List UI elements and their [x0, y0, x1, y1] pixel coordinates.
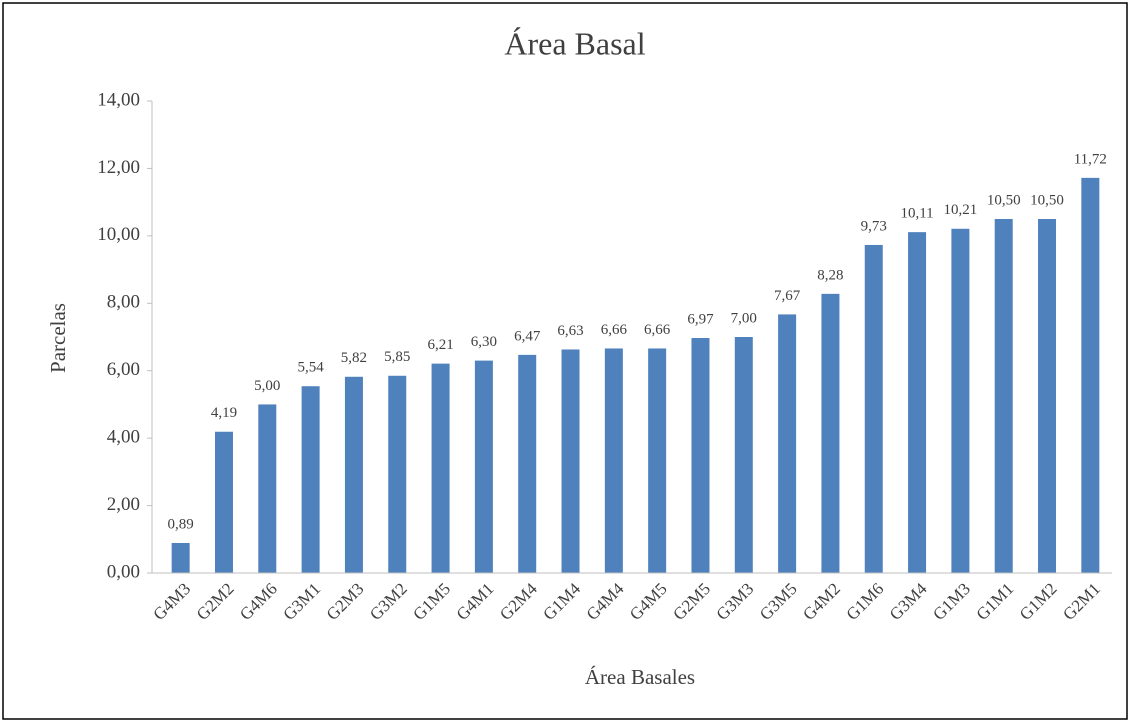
value-label: 9,73	[861, 218, 887, 234]
value-label: 7,67	[774, 288, 801, 304]
bar	[734, 337, 753, 573]
bar	[864, 244, 883, 573]
y-axis-title: Parcelas	[46, 303, 70, 373]
bar	[388, 375, 407, 573]
value-label: 6,21	[427, 337, 453, 353]
bar	[648, 348, 667, 573]
bar	[1081, 177, 1100, 573]
y-tick-label: 12,00	[97, 157, 140, 178]
bar	[518, 354, 537, 573]
value-label: 5,54	[297, 360, 324, 376]
y-tick-label: 0,00	[107, 561, 140, 582]
bar	[1038, 219, 1057, 573]
bar	[344, 376, 363, 573]
bar	[691, 338, 710, 573]
bar	[821, 293, 840, 573]
value-label: 6,63	[557, 323, 583, 339]
value-label: 6,47	[514, 328, 541, 344]
bar	[951, 228, 970, 573]
value-label: 11,72	[1074, 151, 1107, 167]
y-tick-label: 8,00	[107, 292, 140, 313]
bar	[994, 219, 1013, 573]
bar	[171, 542, 190, 573]
value-label: 10,50	[987, 192, 1021, 208]
chart-title: Área Basal	[504, 25, 645, 61]
value-label: 10,50	[1030, 192, 1064, 208]
value-label: 7,00	[731, 310, 757, 326]
value-label: 10,11	[900, 206, 933, 222]
value-label: 6,66	[601, 322, 628, 338]
bar	[474, 360, 493, 573]
value-label: 5,82	[341, 350, 367, 366]
value-label: 5,00	[254, 378, 280, 394]
value-label: 5,85	[384, 349, 410, 365]
bar	[561, 349, 580, 573]
bar	[301, 386, 320, 573]
bar	[908, 232, 927, 574]
y-tick-label: 14,00	[97, 89, 140, 110]
value-label: 6,97	[687, 311, 714, 327]
value-label: 4,19	[211, 405, 237, 421]
y-tick-label: 4,00	[107, 427, 140, 448]
value-label: 6,66	[644, 322, 671, 338]
y-tick-label: 6,00	[107, 359, 140, 380]
bar	[604, 348, 623, 573]
value-label: 6,30	[471, 334, 497, 350]
value-label: 10,21	[944, 202, 978, 218]
bar	[778, 314, 797, 573]
bar	[431, 363, 450, 573]
y-tick-label: 2,00	[107, 494, 140, 515]
y-tick-label: 10,00	[97, 224, 140, 245]
bar	[214, 431, 233, 573]
value-label: 8,28	[817, 267, 843, 283]
x-axis-title: Área Basales	[585, 665, 695, 689]
value-label: 0,89	[168, 516, 194, 532]
bar	[258, 404, 277, 573]
